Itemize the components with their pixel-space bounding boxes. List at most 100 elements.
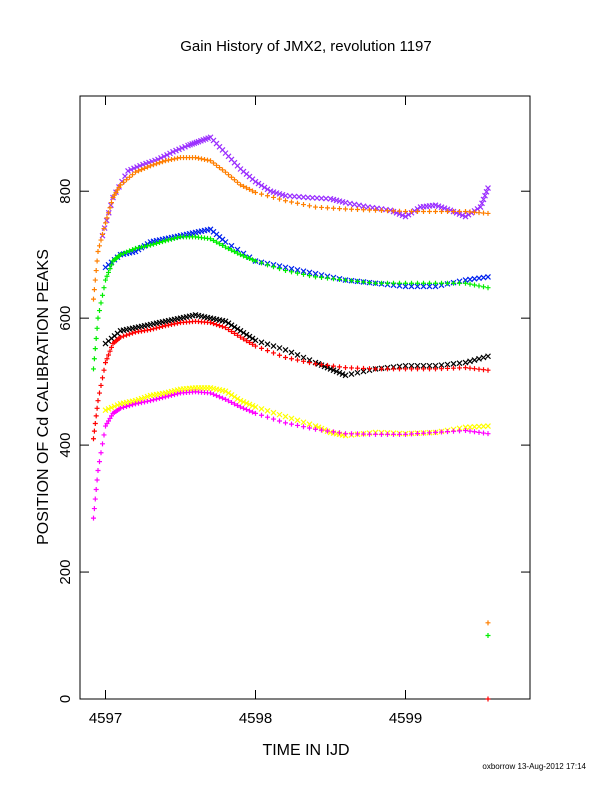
data-point xyxy=(94,405,100,411)
data-point xyxy=(258,406,265,412)
data-point xyxy=(238,334,243,340)
data-point xyxy=(243,331,250,338)
data-point xyxy=(481,210,486,216)
data-point xyxy=(270,343,277,350)
data-point xyxy=(205,157,210,163)
data-point xyxy=(300,419,307,426)
data-point xyxy=(247,340,252,346)
data-point xyxy=(314,195,320,201)
data-point xyxy=(355,206,360,212)
data-point xyxy=(145,164,150,170)
data-point xyxy=(397,366,402,372)
data-point xyxy=(426,283,433,290)
data-point xyxy=(421,209,426,215)
data-point xyxy=(277,266,282,272)
data-point xyxy=(337,364,342,370)
data-point xyxy=(439,280,444,286)
data-point xyxy=(101,432,107,438)
data-point xyxy=(97,243,102,249)
data-point xyxy=(387,207,394,214)
data-point xyxy=(231,393,238,400)
data-point xyxy=(107,266,113,272)
data-point xyxy=(457,280,462,286)
data-point xyxy=(360,368,367,375)
data-point xyxy=(241,183,246,189)
data-point xyxy=(118,252,123,258)
data-point xyxy=(121,250,126,256)
data-point xyxy=(157,395,162,401)
data-point xyxy=(102,407,109,414)
data-point xyxy=(312,423,319,429)
data-point xyxy=(264,407,271,414)
data-point xyxy=(163,158,168,164)
data-point xyxy=(301,271,306,277)
data-point xyxy=(98,450,104,456)
data-point xyxy=(93,413,99,419)
data-point xyxy=(445,209,450,215)
data-point xyxy=(271,350,276,356)
data-point xyxy=(130,172,135,178)
data-point xyxy=(237,397,244,404)
data-point xyxy=(225,320,232,327)
data-point xyxy=(229,247,234,253)
data-point xyxy=(313,361,318,367)
data-point xyxy=(247,408,252,414)
series-9 xyxy=(485,633,491,639)
data-point xyxy=(228,322,235,329)
data-point xyxy=(476,275,482,282)
data-point xyxy=(103,360,108,366)
data-point xyxy=(172,235,177,241)
data-point xyxy=(399,212,406,219)
data-point xyxy=(226,172,231,178)
data-point xyxy=(103,423,108,429)
data-point xyxy=(91,296,96,302)
data-point xyxy=(118,334,123,340)
data-point xyxy=(415,431,420,437)
data-point xyxy=(258,182,265,189)
data-point xyxy=(471,423,478,430)
data-point xyxy=(104,273,110,279)
data-point xyxy=(175,320,180,326)
data-point xyxy=(101,285,107,291)
data-point xyxy=(467,358,473,365)
data-point xyxy=(396,211,403,217)
data-point xyxy=(223,169,228,175)
data-point xyxy=(226,398,231,404)
data-point xyxy=(193,155,198,161)
data-point xyxy=(238,182,243,188)
data-point xyxy=(250,257,255,263)
data-point xyxy=(485,431,491,437)
data-point xyxy=(160,395,165,401)
data-point xyxy=(451,280,456,286)
data-point xyxy=(476,283,482,289)
data-point xyxy=(467,428,473,434)
data-point xyxy=(91,506,97,512)
data-point xyxy=(325,362,330,368)
data-point xyxy=(176,146,182,153)
data-point xyxy=(295,270,300,276)
data-point xyxy=(265,414,270,420)
data-point xyxy=(154,161,159,167)
data-point xyxy=(220,167,225,173)
data-point xyxy=(403,209,408,215)
data-point xyxy=(118,182,123,188)
credit-text: oxborrow 13-Aug-2012 17:14 xyxy=(482,762,586,771)
y-tick-label: 200 xyxy=(57,560,74,585)
data-point xyxy=(163,238,168,244)
data-point xyxy=(476,429,482,435)
data-point xyxy=(355,431,360,437)
data-point xyxy=(106,418,111,424)
data-point xyxy=(289,269,294,275)
data-point xyxy=(408,362,415,369)
data-point xyxy=(361,279,366,285)
data-point xyxy=(415,209,420,215)
data-point xyxy=(121,179,126,185)
series-7 xyxy=(91,389,491,521)
data-point xyxy=(391,208,396,214)
data-point xyxy=(136,245,141,251)
data-point xyxy=(235,332,240,338)
data-point xyxy=(421,366,426,372)
data-point xyxy=(92,421,98,427)
data-point xyxy=(391,366,396,372)
data-point xyxy=(246,333,253,340)
